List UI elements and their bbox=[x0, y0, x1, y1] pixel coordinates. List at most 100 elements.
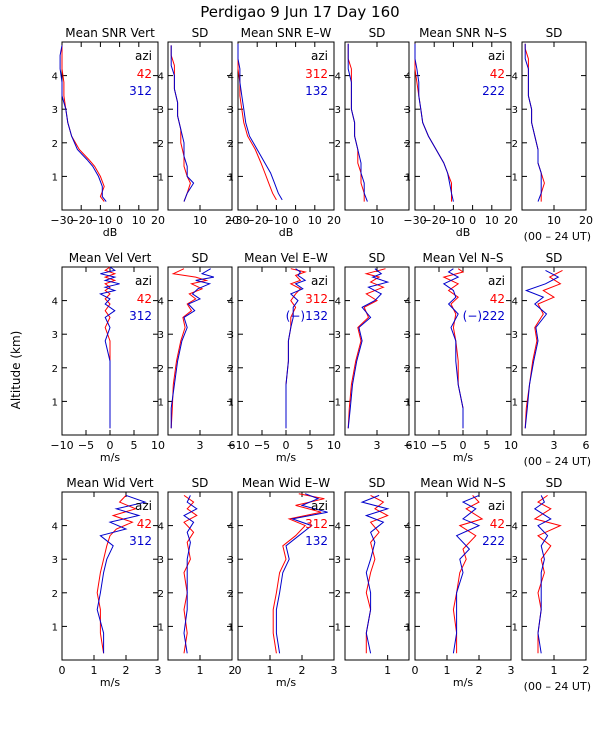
x-tick-label: −10 bbox=[226, 439, 249, 452]
x-tick-label: −30 bbox=[403, 214, 426, 227]
series-line-blue bbox=[533, 495, 552, 654]
x-axis-label: dB bbox=[279, 226, 294, 239]
legend-entry-red: 42 bbox=[137, 292, 152, 306]
legend-entry-red: 312 bbox=[305, 517, 328, 531]
y-tick-label: 4 bbox=[335, 72, 341, 83]
y-tick-label: 1 bbox=[228, 397, 234, 408]
x-tick-label: 1 bbox=[267, 664, 274, 677]
panel-title: Mean SNR Vert bbox=[65, 26, 155, 40]
x-tick-label: 0 bbox=[116, 214, 123, 227]
legend-azi-label: azi bbox=[135, 499, 152, 513]
x-tick-label: 2 bbox=[583, 664, 590, 677]
x-tick-label: 2 bbox=[299, 664, 306, 677]
panel-title: SD bbox=[192, 251, 209, 265]
y-tick-label: 3 bbox=[405, 555, 411, 566]
series-line-blue bbox=[524, 269, 560, 429]
series-line-blue bbox=[524, 43, 542, 202]
panel-title: SD bbox=[546, 476, 563, 490]
y-tick-label: 2 bbox=[228, 364, 234, 375]
x-tick-label: 20 bbox=[225, 214, 239, 227]
legend-azi-label: azi bbox=[311, 274, 328, 288]
x-tick-label: 10 bbox=[308, 214, 322, 227]
plot-frame bbox=[167, 266, 233, 436]
series-line-red bbox=[237, 43, 277, 201]
y-tick-label: 1 bbox=[405, 622, 411, 633]
y-tick-label: 2 bbox=[228, 139, 234, 150]
legend-azi-label: azi bbox=[488, 49, 505, 63]
time-range-note: (00 – 24 UT) bbox=[524, 680, 591, 693]
panel-title: Mean Wid E–W bbox=[242, 476, 330, 490]
x-tick-label: −10 bbox=[442, 214, 465, 227]
chart-panel-r0c1: SD 1 2 3 4 10 20 bbox=[158, 26, 239, 227]
x-tick-label: 6 bbox=[229, 439, 236, 452]
chart-panel-r2c5: SD 1 2 3 4 1 2 (00 – 24 UT) bbox=[512, 476, 591, 693]
legend-entry-red: 42 bbox=[137, 67, 152, 81]
series-line-red bbox=[442, 268, 465, 429]
y-tick-label: 1 bbox=[228, 172, 234, 183]
y-tick-label: 4 bbox=[335, 297, 341, 308]
y-tick-label: 2 bbox=[52, 139, 58, 150]
x-tick-label: 10 bbox=[327, 439, 341, 452]
x-tick-label: 2 bbox=[123, 664, 130, 677]
x-tick-label: −5 bbox=[78, 439, 94, 452]
x-axis-label: dB bbox=[456, 226, 471, 239]
panel-title: Mean Vel E–W bbox=[244, 251, 328, 265]
plot-frame bbox=[521, 491, 587, 661]
y-tick-label: 2 bbox=[158, 139, 164, 150]
legend-azi-label: azi bbox=[488, 499, 505, 513]
y-tick-label: 3 bbox=[512, 105, 518, 116]
series-line-red bbox=[365, 494, 389, 654]
y-tick-label: 2 bbox=[52, 364, 58, 375]
x-tick-label: 10 bbox=[193, 214, 207, 227]
y-tick-label: 4 bbox=[512, 297, 518, 308]
x-tick-label: 1 bbox=[444, 664, 451, 677]
y-tick-label: 3 bbox=[158, 330, 164, 341]
y-tick-label: 2 bbox=[405, 364, 411, 375]
x-tick-label: 0 bbox=[283, 439, 290, 452]
y-tick-label: 3 bbox=[52, 555, 58, 566]
x-tick-label: 3 bbox=[508, 664, 515, 677]
x-tick-label: 10 bbox=[504, 439, 518, 452]
panel-title: Mean Wid Vert bbox=[66, 476, 153, 490]
series-line-blue bbox=[360, 494, 390, 654]
x-tick-label: 1 bbox=[91, 664, 98, 677]
y-tick-label: 4 bbox=[228, 297, 234, 308]
y-tick-label: 3 bbox=[228, 105, 234, 116]
legend-entry-blue: 222 bbox=[482, 534, 505, 548]
y-tick-label: 2 bbox=[52, 589, 58, 600]
series-line-blue bbox=[59, 45, 107, 202]
plot-frame bbox=[414, 41, 512, 211]
x-axis-label: m/s bbox=[453, 676, 473, 689]
x-tick-label: 1 bbox=[384, 664, 391, 677]
y-tick-label: 1 bbox=[335, 397, 341, 408]
y-tick-label: 4 bbox=[52, 297, 58, 308]
chart-panel-r0c3: SD 1 2 3 4 10 bbox=[335, 26, 410, 227]
x-tick-label: 5 bbox=[484, 439, 491, 452]
time-range-note: (00 – 24 UT) bbox=[524, 230, 591, 243]
y-tick-label: 2 bbox=[335, 139, 341, 150]
plot-frame bbox=[344, 491, 410, 661]
y-tick-label: 2 bbox=[512, 364, 518, 375]
y-tick-label: 2 bbox=[158, 589, 164, 600]
panel-title: Mean SNR E–W bbox=[241, 26, 332, 40]
x-axis-label: m/s bbox=[100, 451, 120, 464]
y-tick-label: 2 bbox=[158, 364, 164, 375]
legend-entry-red: 42 bbox=[137, 517, 152, 531]
x-axis-label: dB bbox=[103, 226, 118, 239]
y-tick-label: 1 bbox=[52, 172, 58, 183]
x-tick-label: −10 bbox=[265, 214, 288, 227]
y-tick-label: 4 bbox=[158, 297, 164, 308]
y-tick-label: 4 bbox=[405, 72, 411, 83]
plot-frame bbox=[414, 491, 512, 661]
series-line-red bbox=[272, 493, 325, 654]
y-tick-label: 2 bbox=[405, 139, 411, 150]
panel-title: SD bbox=[546, 26, 563, 40]
legend-entry-red: 42 bbox=[490, 67, 505, 81]
legend-entry-red: 42 bbox=[490, 292, 505, 306]
legend-entry-red: 312 bbox=[305, 292, 328, 306]
